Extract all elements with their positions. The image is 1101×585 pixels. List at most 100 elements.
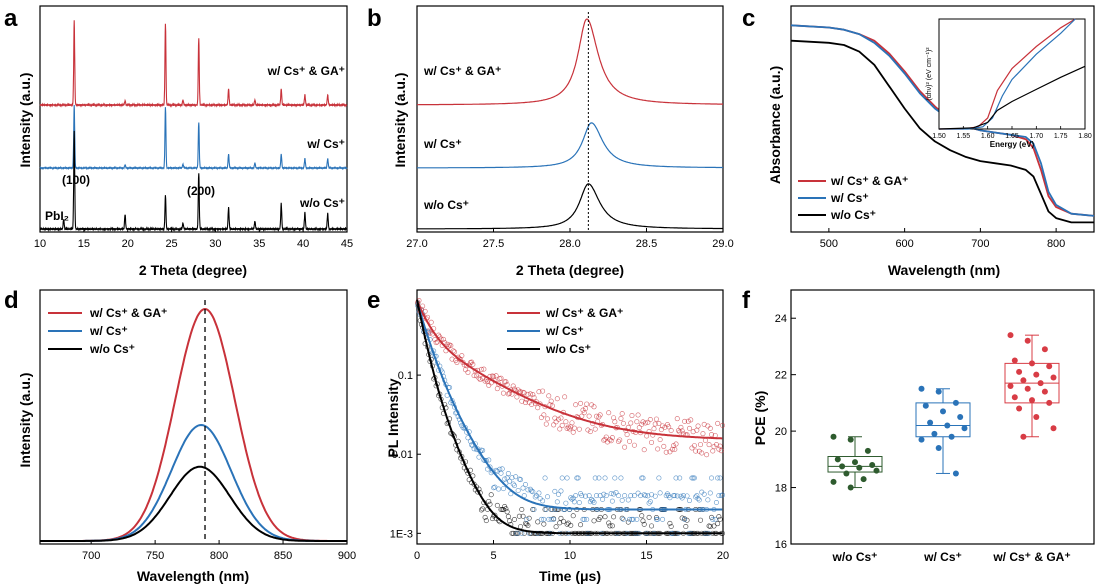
d-legend-label-2: w/o Cs⁺ [89,342,135,356]
f-data-point [1016,405,1023,412]
e-scatter-point-0 [547,402,553,408]
e-scatter-point-1 [530,489,536,495]
e-scatter-point-2 [530,507,536,513]
e-scatter-point-0 [627,438,633,444]
e-scatter-point-0 [470,361,476,367]
e-scatter-point-0 [448,343,454,349]
e-scatter-point-0 [569,420,575,426]
e-scatter-point-0 [546,393,552,399]
e-scatter-point-2 [641,521,647,527]
d-legend-label-0: w/ Cs⁺ & GA⁺ [89,306,167,320]
e-scatter-point-0 [656,420,662,426]
e-scatter-point-0 [514,394,520,400]
d-xtick-label: 800 [210,550,228,562]
e-scatter-point-0 [500,390,506,396]
f-ytick-label: 22 [775,370,787,382]
e-scatter-point-1 [631,493,637,499]
e-scatter-point-1 [627,516,633,522]
e-scatter-point-1 [645,493,651,499]
e-scatter-point-1 [592,475,598,481]
c-inset-xtick-label: 1.65 [1005,133,1019,140]
f-data-point [1016,368,1023,375]
e-scatter-point-1 [709,475,715,481]
e-scatter-point-0 [685,418,691,424]
panel-a-frame [39,5,348,233]
e-scatter-point-0 [541,412,547,418]
e-scatter-point-0 [510,383,516,389]
e-scatter-point-0 [434,339,440,345]
panel-c-plot-area: 500 600 700 800 w/ Cs⁺ & GA⁺ w/ Cs⁺ w/o Cs⁺ 1.5… [790,18,1095,250]
e-scatter-point-2 [578,522,584,528]
d-xtick-label: 850 [274,550,292,562]
f-data-point [1029,397,1035,404]
panel-a-plot-area: 10 15 20 25 30 35 40 45 w/ Cs⁺ & GA⁺ w/ Cs⁺ w/o Cs… [34,20,353,250]
e-scatter-point-1 [641,492,647,498]
c-legend-label-1: w/ Cs⁺ [830,191,869,205]
e-scatter-point-0 [710,448,716,454]
e-scatter-point-0 [682,418,688,424]
f-data-point [864,447,871,454]
e-scatter-point-1 [634,516,640,522]
e-scatter-point-2 [520,513,526,519]
f-data-point [948,433,955,440]
e-scatter-point-0 [612,419,618,425]
a-xtick-label: 35 [253,238,265,250]
e-scatter-point-1 [514,530,520,536]
a-series-line-2 [39,130,348,232]
e-scatter-point-0 [591,404,597,410]
e-scatter-point-2 [715,521,721,527]
panel-f-pce-box: f 16 18 20 22 24 w/o Cs⁺ w/ Cs⁺ w/ Cs⁺ & GA⁺ PC… [742,287,1095,564]
panel-d-ylabel: Intensity (a.u.) [17,373,33,468]
e-scatter-point-1 [529,488,535,494]
e-scatter-point-1 [593,493,599,499]
a-xtick-label: 40 [297,238,309,250]
b-series-line-2 [417,183,723,230]
e-scatter-point-0 [642,420,648,426]
e-scatter-point-0 [548,398,554,404]
b-series-line-0 [417,18,723,106]
f-data-point [935,388,942,395]
e-scatter-point-0 [428,319,434,325]
e-scatter-point-0 [693,448,699,454]
e-scatter-point-0 [617,437,623,443]
e-scatter-point-1 [638,493,644,499]
f-data-point [1037,380,1044,387]
e-scatter-point-0 [570,429,576,435]
e-scatter-point-1 [509,475,515,481]
f-data-point [1020,433,1027,440]
a-xtick-label: 10 [34,238,46,250]
e-scatter-point-2 [564,521,570,527]
e-scatter-point-0 [494,386,500,392]
e-scatter-point-2 [483,518,489,524]
b-xtick-label: 28.5 [636,238,657,250]
e-scatter-point-0 [556,416,562,422]
e-scatter-point-1 [720,492,726,498]
e-scatter-point-2 [602,514,608,520]
e-scatter-point-0 [673,441,679,447]
e-scatter-point-0 [562,394,568,400]
e-scatter-point-0 [551,422,557,428]
e-scatter-point-1 [695,496,701,502]
e-scatter-point-1 [531,507,537,513]
f-ytick-label: 24 [775,313,787,325]
e-scatter-point-1 [502,476,508,482]
e-scatter-point-0 [449,356,455,362]
panel-e-xlabel: Time (μs) [539,568,601,584]
f-data-point [856,464,863,471]
e-scatter-point-0 [686,425,692,431]
e-scatter-point-1 [498,470,504,476]
e-scatter-point-0 [707,425,713,431]
e-scatter-point-1 [603,493,609,499]
c-inset-xtick-label: 1.60 [981,133,995,140]
a-xtick-label: 15 [78,238,90,250]
panel-f-frame [790,289,1095,545]
e-scatter-point-2 [607,523,613,529]
e-scatter-point-0 [489,373,495,379]
f-data-point [852,459,858,466]
f-data-point [944,422,951,429]
e-scatter-point-2 [510,530,516,536]
e-scatter-point-1 [576,500,582,506]
e-scatter-point-1 [609,498,615,504]
f-data-point [1011,357,1018,364]
e-xtick-label: 20 [717,550,729,562]
